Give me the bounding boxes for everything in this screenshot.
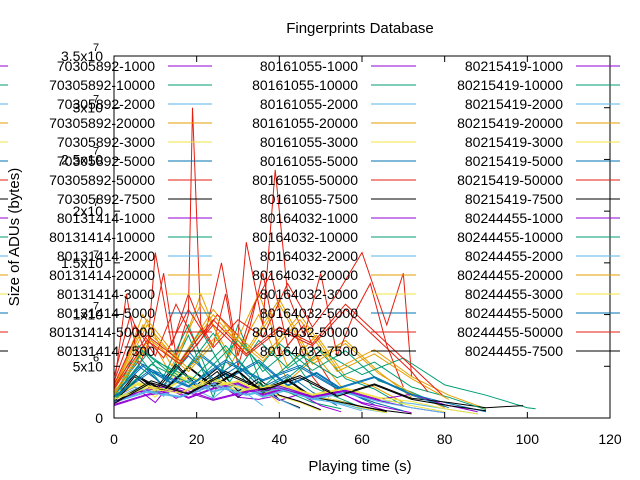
- series-line: [113, 252, 338, 393]
- legend-label: 80161055-7500: [260, 191, 358, 207]
- legend-label: 70305892-20000: [49, 115, 155, 131]
- legend-label: 80244455-7500: [465, 343, 563, 359]
- legend-label: 80131414-3000: [57, 286, 155, 302]
- x-tick-label: 120: [598, 431, 622, 447]
- y-tick-label: 0: [95, 410, 103, 426]
- legend-label: 70305892-2000: [57, 96, 155, 112]
- legend-label: 80215419-5000: [465, 153, 563, 169]
- legend-label: 80161055-50000: [252, 172, 358, 188]
- series-line: [113, 318, 450, 400]
- legend-label: 70305892-50000: [49, 172, 155, 188]
- legend-label: 80244455-50000: [457, 324, 563, 340]
- legend-label: 80215419-20000: [457, 115, 563, 131]
- y-tick-exponent: 7: [93, 249, 99, 261]
- legend-label: 80164032-20000: [252, 267, 358, 283]
- x-axis-label: Playing time (s): [308, 458, 411, 475]
- legend-label: 80244455-2000: [465, 248, 563, 264]
- legend-label: 80244455-3000: [465, 286, 563, 302]
- legend-label: 80215419-10000: [457, 77, 563, 93]
- legend-label: 80131414-7500: [57, 343, 155, 359]
- legend-label: 80161055-5000: [260, 153, 358, 169]
- legend-label: 80161055-3000: [260, 134, 358, 150]
- y-tick-exponent: 7: [93, 145, 99, 157]
- legend-label: 80244455-5000: [465, 305, 563, 321]
- legend-label: 80244455-20000: [457, 267, 563, 283]
- x-tick-label: 40: [272, 431, 288, 447]
- series-line: [113, 361, 449, 409]
- y-axis-label: Size of ADUs (bytes): [6, 168, 23, 306]
- legend-label: 80215419-3000: [465, 134, 563, 150]
- x-tick-label: 60: [354, 431, 370, 447]
- series-line: [113, 355, 338, 407]
- legend-label: 70305892-3000: [57, 134, 155, 150]
- y-tick-label: 2.5x10: [61, 151, 103, 167]
- x-tick-label: 20: [189, 431, 205, 447]
- legend-label: 80161055-1000: [260, 58, 358, 74]
- series-line: [113, 349, 313, 402]
- legend-label: 80131414-5000: [57, 305, 155, 321]
- legend: 70305892-1000 70305892-10000 70305892-2000…: [0, 58, 620, 359]
- legend-label: 80164032-50000: [252, 324, 358, 340]
- series-line: [113, 303, 446, 398]
- y-tick-exponent: 7: [93, 42, 99, 54]
- legend-label: 70305892-1000: [57, 58, 155, 74]
- legend-label: 80164032-10000: [252, 229, 358, 245]
- chart-title: Fingerprints Database: [286, 20, 434, 37]
- legend-label: 70305892-5000: [57, 153, 155, 169]
- axis-ticks: 0 20 40 60 80 100 12005x1061x1071.5x1072x1072.…: [61, 42, 622, 447]
- legend-label: 80164032-7500: [260, 343, 358, 359]
- legend-label: 80164032-3000: [260, 286, 358, 302]
- y-tick-label: 2x10: [73, 203, 104, 219]
- series-line: [113, 353, 375, 406]
- legend-label: 80131414-2000: [57, 248, 155, 264]
- series-line: [113, 344, 487, 411]
- legend-label: 80244455-1000: [465, 210, 563, 226]
- y-tick-label: 5x10: [73, 358, 104, 374]
- series-line: [113, 339, 536, 410]
- x-tick-label: 100: [516, 431, 540, 447]
- legend-label: 80215419-1000: [465, 58, 563, 74]
- legend-label: 80164032-2000: [260, 248, 358, 264]
- legend-label: 80131414-20000: [49, 267, 155, 283]
- legend-label: 80161055-10000: [252, 77, 358, 93]
- y-tick-exponent: 7: [93, 94, 99, 106]
- legend-label: 80131414-50000: [49, 324, 155, 340]
- legend-label: 80161055-20000: [252, 115, 358, 131]
- legend-label: 80131414-10000: [49, 229, 155, 245]
- legend-label: 80161055-2000: [260, 96, 358, 112]
- x-tick-label: 0: [110, 431, 118, 447]
- legend-label: 80215419-7500: [465, 191, 563, 207]
- legend-label: 70305892-7500: [57, 191, 155, 207]
- legend-label: 80164032-1000: [260, 210, 358, 226]
- legend-label: 70305892-10000: [49, 77, 155, 93]
- legend-label: 80215419-50000: [457, 172, 563, 188]
- x-tick-label: 80: [437, 431, 453, 447]
- series-line: [113, 385, 445, 414]
- y-tick-exponent: 7: [93, 301, 99, 313]
- series-line: [113, 372, 487, 412]
- y-tick-label: 1x10: [73, 307, 104, 323]
- y-tick-label: 1.5x10: [61, 255, 103, 271]
- legend-label: 80215419-2000: [465, 96, 563, 112]
- y-tick-exponent: 7: [93, 197, 99, 209]
- legend-label: 80131414-1000: [57, 210, 155, 226]
- series-line: [113, 359, 487, 413]
- y-tick-label: 3.5x10: [61, 48, 103, 64]
- y-tick-label: 3x10: [73, 100, 104, 116]
- y-tick-exponent: 6: [93, 352, 99, 364]
- legend-label: 80244455-10000: [457, 229, 563, 245]
- legend-label: 80164032-5000: [260, 305, 358, 321]
